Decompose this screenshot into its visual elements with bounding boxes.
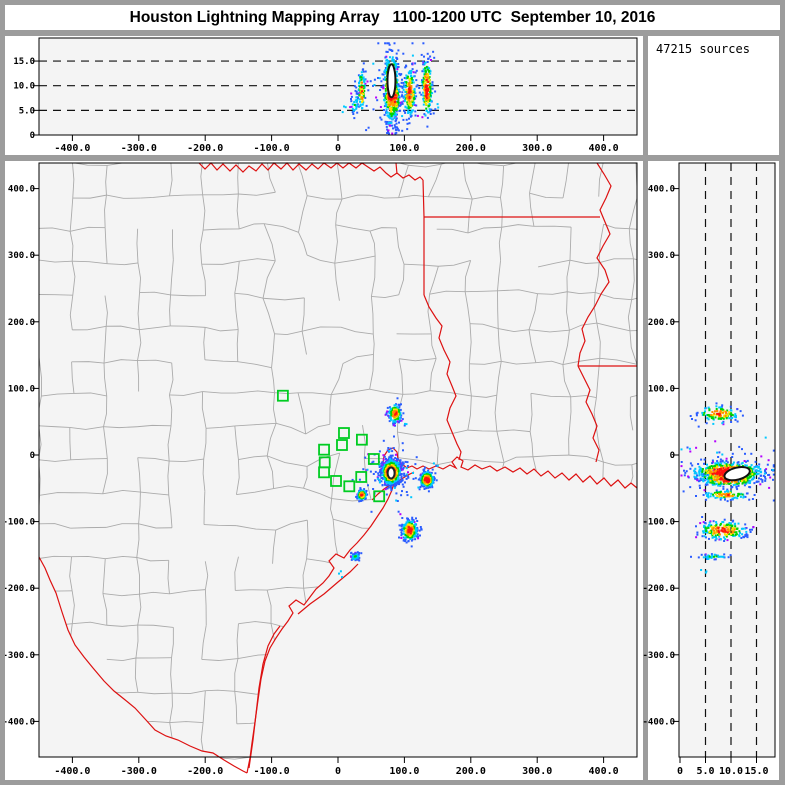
svg-text:-100.0: -100.0 [254,766,290,777]
lma-station-marker [276,389,289,402]
svg-text:-300.0: -300.0 [5,651,35,661]
svg-text:-400.0: -400.0 [5,717,35,727]
svg-text:15.0: 15.0 [13,57,35,67]
svg-text:15.0: 15.0 [744,766,768,777]
svg-text:-300.0: -300.0 [121,766,157,777]
svg-text:0: 0 [335,766,341,777]
svg-text:-200.0: -200.0 [5,584,35,594]
lma-station-marker [356,433,368,446]
svg-text:-400.0: -400.0 [54,143,90,154]
plan-view-map-panel: -400.0 -300.0 -200.0 -100.0 0 100.0 200.0 300.0… [5,161,643,780]
altitude-ew-chart: -400.0 -300.0 -200.0 -100.0 0 100.0 200.0 300.0… [13,37,638,154]
lma-station-marker [338,427,350,439]
svg-text:300.0: 300.0 [648,251,675,261]
svg-text:-100.0: -100.0 [254,143,290,154]
svg-text:10.0: 10.0 [719,766,743,777]
lma-station-marker [336,439,348,451]
svg-text:100.0: 100.0 [389,143,419,154]
svg-text:-400.0: -400.0 [643,717,675,727]
svg-text:300.0: 300.0 [522,766,552,777]
svg-text:100.0: 100.0 [8,384,35,394]
svg-text:0: 0 [670,451,675,461]
svg-text:0: 0 [30,131,35,141]
svg-text:-200.0: -200.0 [643,584,675,594]
svg-text:200.0: 200.0 [648,318,675,328]
svg-text:300.0: 300.0 [522,143,552,154]
svg-text:-100.0: -100.0 [643,518,675,528]
svg-text:200.0: 200.0 [456,766,486,777]
svg-text:0: 0 [335,143,341,154]
svg-text:5.0: 5.0 [19,106,35,116]
svg-text:200.0: 200.0 [456,143,486,154]
svg-text:-300.0: -300.0 [121,143,157,154]
altitude-ns-panel: 0 5.0 10.0 15.0 400.0 300.0 200.0 100.0 0 -100.0 -… [643,161,780,780]
svg-text:100.0: 100.0 [648,384,675,394]
lma-station-marker [330,475,342,487]
svg-text:-300.0: -300.0 [643,651,675,661]
lma-station-marker [367,453,380,465]
svg-text:300.0: 300.0 [8,251,35,261]
lma-station-marker [355,471,368,483]
plan-view-map-chart: -400.0 -300.0 -200.0 -100.0 0 100.0 200.0 300.0… [5,162,638,777]
svg-text:400.0: 400.0 [589,143,619,154]
svg-text:-100.0: -100.0 [5,518,35,528]
svg-text:-400.0: -400.0 [54,766,90,777]
lma-station-marker [318,466,330,479]
svg-text:-200.0: -200.0 [187,143,223,154]
lma-station-marker [318,443,330,456]
altitude-ns-chart: 0 5.0 10.0 15.0 400.0 300.0 200.0 100.0 0 -100.0 -… [643,161,779,780]
altitude-ew-panel: -400.0 -300.0 -200.0 -100.0 0 100.0 200.0 300.0… [5,36,643,155]
svg-text:100.0: 100.0 [389,766,419,777]
svg-text:-200.0: -200.0 [187,766,223,777]
svg-text:400.0: 400.0 [648,185,675,195]
svg-text:10.0: 10.0 [13,82,35,92]
sources-count-label: 47215 sources [656,42,750,56]
page-title: Houston Lightning Mapping Array 1100-120… [5,5,780,30]
lma-station-marker [343,480,356,493]
lma-station-marker [373,490,386,503]
svg-text:0: 0 [30,451,35,461]
svg-text:400.0: 400.0 [8,185,35,195]
svg-text:400.0: 400.0 [589,766,619,777]
svg-text:5.0: 5.0 [696,766,714,777]
sources-count-box: 47215 sources [648,36,779,155]
svg-text:200.0: 200.0 [8,318,35,328]
svg-text:0: 0 [677,766,683,777]
